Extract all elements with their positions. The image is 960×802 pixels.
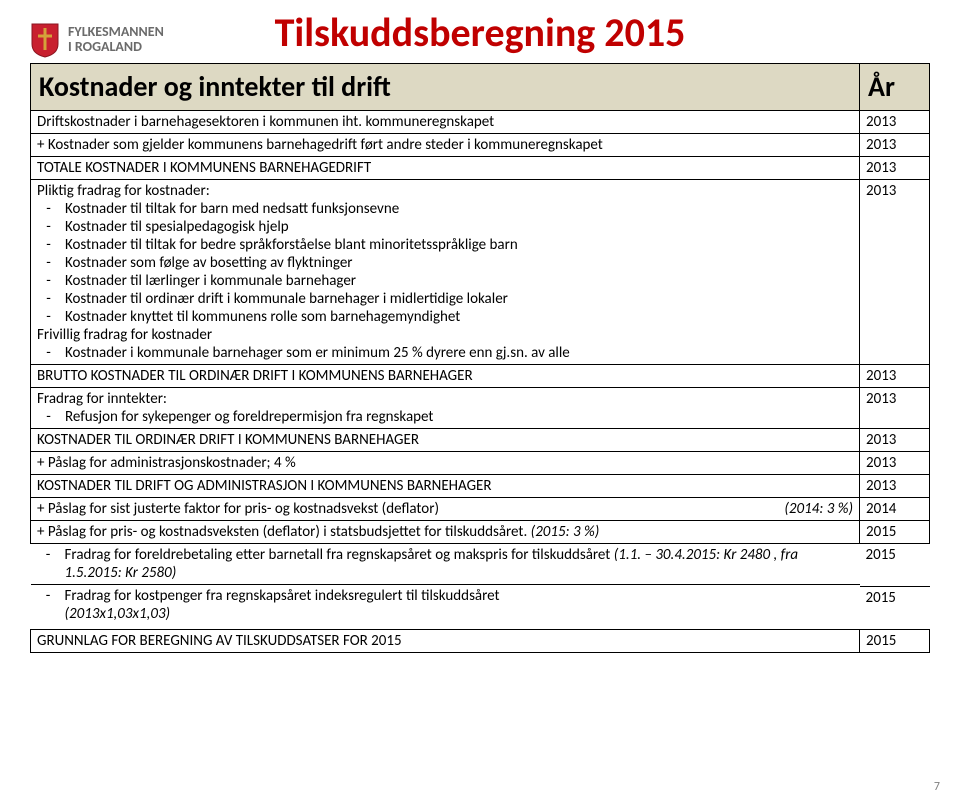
list-item: Kostnader til tiltak for barn med nedsat… [61, 200, 853, 218]
row-note: (2015: 3 %) [531, 523, 600, 541]
table-row: + Påslag for pris- og kostnadsveksten (d… [31, 520, 930, 543]
list-item: Kostnader knyttet til kommunens rolle so… [61, 308, 853, 326]
row-text: + Påslag for pris- og kostnadsveksten (d… [37, 523, 527, 541]
item-text: Fradrag for foreldrebetaling etter barne… [65, 546, 611, 564]
list-item: Kostnader til spesialpedagogisk hjelp [61, 218, 853, 236]
year-cell: 2015 [860, 586, 930, 629]
row-year: 2013 [860, 179, 930, 364]
deduction-list: Fradrag for kostpenger fra regnskapsåret… [37, 587, 854, 623]
row-year: 2013 [860, 474, 930, 497]
list-item: Refusjon for sykepenger og foreldrepermi… [61, 408, 853, 426]
logo-line2: I ROGALAND [68, 40, 164, 55]
row-year: 2013 [860, 387, 930, 428]
deduction-list: Refusjon for sykepenger og foreldrepermi… [37, 408, 853, 426]
deduction-intro: Pliktig fradrag for kostnader: [37, 182, 210, 200]
row-label: Fradrag for foreldrebetaling etter barne… [31, 543, 860, 629]
row-year: 2013 [860, 364, 930, 387]
row-year: 2013 [860, 451, 930, 474]
deduction-list: Kostnader til tiltak for barn med nedsat… [37, 200, 853, 326]
table-row: + Kostnader som gjelder kommunens barneh… [31, 133, 930, 156]
list-item: Kostnader som følge av bosetting av flyk… [61, 254, 853, 272]
list-item: Kostnader til ordinær drift i kommunale … [61, 290, 853, 308]
table-row: Driftskostnader i barnehagesektoren i ko… [31, 110, 930, 133]
row-label: + Påslag for pris- og kostnadsveksten (d… [31, 520, 860, 543]
shield-icon [30, 22, 60, 58]
list-item: Fradrag for kostpenger fra regnskapsåret… [61, 587, 854, 623]
deduction-list: Kostnader i kommunale barnehager som er … [37, 344, 853, 362]
row-label: GRUNNLAG FOR BEREGNING AV TILSKUDDSATSER… [31, 629, 860, 652]
table-row: KOSTNADER TIL ORDINÆR DRIFT I KOMMUNENS … [31, 428, 930, 451]
row-year: 2013 [860, 133, 930, 156]
row-text: + Påslag for sist justerte faktor for pr… [37, 500, 439, 518]
row-label: + Påslag for administrasjonskostnader; 4… [31, 451, 860, 474]
voluntary-intro: Frivillig fradrag for kostnader [37, 326, 212, 344]
row-label: Fradrag for inntekter: Refusjon for syke… [31, 387, 860, 428]
row-label: KOSTNADER TIL DRIFT OG ADMINISTRASJON I … [31, 474, 860, 497]
row-label: + Påslag for sist justerte faktor for pr… [31, 497, 860, 520]
table-row-income-deduction: Fradrag for inntekter: Refusjon for syke… [31, 387, 930, 428]
table-header-left: Kostnader og inntekter til drift [31, 64, 860, 111]
item-text: Fradrag for kostpenger fra regnskapsåret… [65, 587, 500, 605]
row-year: 2014 [860, 497, 930, 520]
row-note: (2014: 3 %) [784, 500, 853, 518]
row-year: 2013 [860, 428, 930, 451]
page-title: Tilskuddsberegning 2015 [30, 8, 930, 57]
item-note: (2013x1,03x1,03) [65, 605, 171, 623]
list-item: Kostnader til lærlinger i kommunale barn… [61, 272, 853, 290]
logo-text: FYLKESMANNEN I ROGALAND [68, 25, 164, 54]
row-label: Pliktig fradrag for kostnader: Kostnader… [31, 179, 860, 364]
table-row: KOSTNADER TIL DRIFT OG ADMINISTRASJON I … [31, 474, 930, 497]
table-header-right: År [860, 64, 930, 111]
row-year: 2015 2015 [860, 543, 930, 629]
row-year: 2013 [860, 156, 930, 179]
table-row: BRUTTO KOSTNADER TIL ORDINÆR DRIFT I KOM… [31, 364, 930, 387]
cost-table: Kostnader og inntekter til drift År Drif… [30, 63, 930, 653]
deduction-list: Fradrag for foreldrebetaling etter barne… [37, 546, 854, 582]
row-label: KOSTNADER TIL ORDINÆR DRIFT I KOMMUNENS … [31, 428, 860, 451]
list-item: Fradrag for foreldrebetaling etter barne… [61, 546, 854, 582]
table-row-deductions: Pliktig fradrag for kostnader: Kostnader… [31, 179, 930, 364]
list-item: Kostnader til tiltak for bedre språkfors… [61, 236, 853, 254]
row-year: 2013 [860, 110, 930, 133]
table-row-final-deductions: Fradrag for foreldrebetaling etter barne… [31, 543, 930, 629]
row-year: 2015 [860, 520, 930, 543]
page-number: 7 [934, 780, 940, 794]
row-label: TOTALE KOSTNADER I KOMMUNENS BARNEHAGEDR… [31, 156, 860, 179]
table-row: + Påslag for sist justerte faktor for pr… [31, 497, 930, 520]
logo-block: FYLKESMANNEN I ROGALAND [30, 22, 164, 58]
slide-page: FYLKESMANNEN I ROGALAND Tilskuddsberegni… [0, 0, 960, 802]
row-label: + Kostnader som gjelder kommunens barneh… [31, 133, 860, 156]
row-label: Driftskostnader i barnehagesektoren i ko… [31, 110, 860, 133]
row-label: BRUTTO KOSTNADER TIL ORDINÆR DRIFT I KOM… [31, 364, 860, 387]
list-item: Kostnader i kommunale barnehager som er … [61, 344, 853, 362]
year-cell: 2015 [860, 544, 930, 587]
table-row: + Påslag for administrasjonskostnader; 4… [31, 451, 930, 474]
row-year: 2015 [860, 629, 930, 652]
table-row: TOTALE KOSTNADER I KOMMUNENS BARNEHAGEDR… [31, 156, 930, 179]
income-intro: Fradrag for inntekter: [37, 390, 167, 408]
table-row: GRUNNLAG FOR BEREGNING AV TILSKUDDSATSER… [31, 629, 930, 652]
